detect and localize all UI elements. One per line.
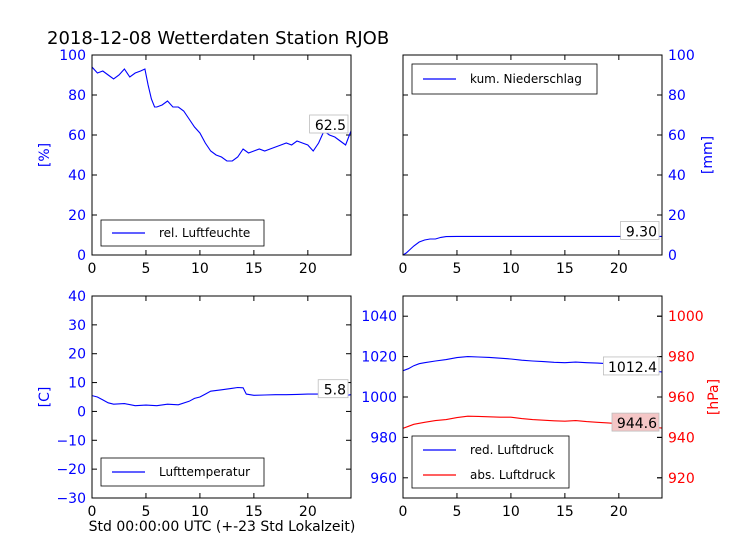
legend-label: Lufttemperatur: [159, 465, 250, 479]
series-line-1: [403, 235, 662, 255]
y-tick-label: 60: [68, 128, 86, 144]
legend: red. Luftdruck abs. Luftdruck: [411, 435, 570, 489]
y-tick-label: 0: [668, 248, 677, 264]
legend-label: rel. Luftfeuchte: [159, 226, 250, 240]
y-tick-label: 10: [68, 376, 86, 392]
y2-tick-label: 920: [668, 471, 695, 487]
x-tick-label: 0: [399, 504, 408, 520]
y-tick-label: 80: [668, 88, 686, 104]
y-tick-label: −20: [56, 462, 86, 478]
x-tick-label: 10: [191, 504, 209, 520]
legend: Lufttemperatur: [100, 457, 265, 487]
chart-panel-3: 0 5 10 15 20 −30 −20 −10 0 10 20 30 40 [C] 5.8 Lufttemp…: [37, 289, 352, 520]
y-axis-label: [mm]: [700, 136, 716, 174]
plot-frame: [402, 295, 663, 499]
y-tick-label: 0: [77, 404, 86, 420]
shared-x-axis-label: Std 00:00:00 UTC (+-23 Std Lokalzeit): [89, 519, 356, 535]
value-annotation: 1012.4: [608, 360, 657, 376]
plot-frame: [91, 295, 352, 499]
y-tick-label: 1000: [361, 390, 397, 406]
legend-frame: [411, 435, 570, 489]
chart-panel-1: 0 5 10 15 20 0 20 40 60 80 100 [%] 62.5 rel. Luftfeuc…: [37, 48, 352, 277]
x-tick-label: 20: [610, 504, 628, 520]
x-tick-label: 5: [141, 261, 150, 277]
y-tick-label: 100: [668, 48, 695, 64]
series-line-1: [92, 66, 351, 162]
x-tick-label: 0: [399, 261, 408, 277]
y-tick-label: 40: [68, 289, 86, 305]
value-annotation-box: [603, 356, 660, 376]
x-tick-label: 0: [88, 261, 97, 277]
y-tick-label: 40: [68, 168, 86, 184]
value-annotation: 62.5: [315, 118, 346, 134]
legend-label: kum. Niederschlag: [470, 72, 582, 86]
y-tick-label: 60: [668, 128, 686, 144]
x-tick-label: 15: [556, 504, 574, 520]
y-tick-label: 1020: [361, 350, 397, 366]
y-tick-label: 20: [668, 208, 686, 224]
y-tick-label: 100: [59, 48, 86, 64]
y-tick-label: −30: [56, 491, 86, 507]
value-annotation: 9.30: [626, 224, 657, 240]
y-tick-label: 80: [68, 88, 86, 104]
y-tick-label: 40: [668, 168, 686, 184]
y-tick-label: −10: [56, 433, 86, 449]
legend-label: abs. Luftdruck: [470, 468, 555, 482]
value-annotation-box: [309, 114, 349, 134]
y2-axis-label: [hPa]: [706, 379, 722, 415]
value-annotation-box: [317, 379, 349, 399]
y2-tick-label: 980: [668, 350, 695, 366]
y-tick-label: 980: [370, 430, 397, 446]
x-tick-label: 15: [245, 261, 263, 277]
y-tick-label: 0: [77, 248, 86, 264]
value-annotation-box: [611, 412, 660, 432]
x-tick-label: 20: [299, 504, 317, 520]
y-tick-label: 960: [370, 471, 397, 487]
y-axis-label: [C]: [37, 387, 53, 408]
value-annotation: 5.8: [324, 383, 346, 399]
y-tick-label: 20: [68, 347, 86, 363]
legend: rel. Luftfeuchte: [100, 219, 265, 247]
plot-frame: [402, 54, 663, 256]
x-tick-label: 5: [452, 261, 461, 277]
x-tick-label: 15: [556, 261, 574, 277]
x-tick-label: 10: [502, 504, 520, 520]
x-tick-label: 15: [245, 504, 263, 520]
x-tick-label: 5: [141, 504, 150, 520]
chart-panel-2: 0 5 10 15 20 0 20 40 60 80 100 [mm] 9.30 kum. Nieders…: [399, 48, 716, 277]
x-tick-label: 20: [299, 261, 317, 277]
value-annotation: 944.6: [617, 416, 657, 432]
chart-panel-4: 0 5 10 15 20 960 980 1000 1020 1040 920 940 960 980 10…: [361, 295, 722, 520]
y2-tick-label: 940: [668, 430, 695, 446]
y2-tick-label: 1000: [668, 309, 704, 325]
y2-tick-label: 960: [668, 390, 695, 406]
figure-title: 2018-12-08 Wetterdaten Station RJOB: [47, 28, 389, 49]
x-tick-label: 10: [502, 261, 520, 277]
x-tick-label: 20: [610, 261, 628, 277]
y-tick-label: 1040: [361, 309, 397, 325]
y-axis-label: [%]: [37, 143, 53, 167]
y-tick-label: 30: [68, 318, 86, 334]
series-line-1: [92, 386, 351, 407]
x-tick-label: 5: [452, 504, 461, 520]
plot-frame: [91, 54, 352, 256]
x-tick-label: 10: [191, 261, 209, 277]
legend-label: red. Luftdruck: [470, 443, 554, 457]
x-tick-label: 0: [88, 504, 97, 520]
y-tick-label: 20: [68, 208, 86, 224]
value-annotation-box: [620, 220, 660, 240]
legend: kum. Niederschlag: [411, 63, 598, 95]
